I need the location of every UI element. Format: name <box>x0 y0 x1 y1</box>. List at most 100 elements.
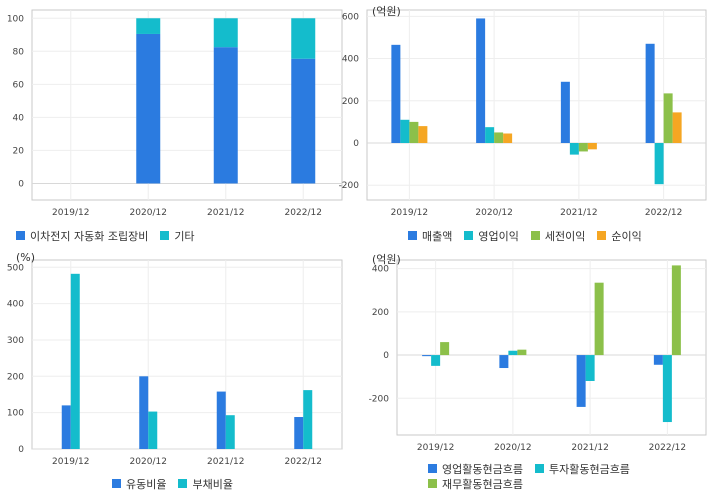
legend-item: 이차전지 자동화 조립장비 <box>16 228 148 243</box>
legend-item: 영업활동현금흐름 <box>428 461 523 476</box>
y-tick-label: 0 <box>18 179 24 189</box>
chart-3: 0 100 200 300 400 500 2019/12 2020/12 2021/12 202… <box>7 259 343 467</box>
y-tick-label: -200 <box>339 181 360 191</box>
y-tick-label: 100 <box>7 14 24 24</box>
legend-item: 영업이익 <box>464 228 519 243</box>
bar <box>587 143 597 150</box>
chart2-legend: 매출액 영업이익 세전이익 순이익 <box>408 228 708 243</box>
legend-swatch <box>534 464 544 473</box>
bar <box>216 391 226 449</box>
x-tick-label: 2022/12 <box>285 208 322 218</box>
y-tick-label: -200 <box>369 394 390 404</box>
bar <box>70 273 80 449</box>
legend-swatch <box>464 231 474 240</box>
legend-swatch <box>16 231 25 240</box>
x-tick-label: 2019/12 <box>52 208 89 218</box>
y-tick-label: 400 <box>7 300 24 310</box>
bar <box>294 417 304 449</box>
legend-item: 세전이익 <box>530 228 585 243</box>
legend-label: 영업이익 <box>478 229 519 243</box>
legend-label: 이차전지 자동화 조립장비 <box>30 229 149 243</box>
x-tick-label: 2022/12 <box>645 208 682 218</box>
y-tick-label: 500 <box>7 263 24 273</box>
bar <box>440 342 450 356</box>
y-tick-label: 100 <box>7 409 24 419</box>
legend-swatch <box>530 231 540 240</box>
bar <box>391 44 401 144</box>
legend-item: 부채비율 <box>178 476 233 491</box>
chart3-legend: 유동비율 부채비율 <box>112 476 352 491</box>
y-tick-label: 200 <box>7 372 24 382</box>
bar <box>213 47 238 184</box>
bar <box>594 282 604 356</box>
legend-swatch <box>160 231 170 240</box>
y-tick-label: 40 <box>13 113 25 123</box>
legend-label: 매출액 <box>422 229 453 243</box>
x-tick-label: 2022/12 <box>285 457 322 467</box>
x-tick-label: 2020/12 <box>130 208 167 218</box>
legend-swatch <box>597 231 607 240</box>
y-tick-label: 400 <box>342 55 359 65</box>
chart-4: -200 0 200 400 2019/12 2020/12 2021/12 2022/12 <box>369 259 707 453</box>
y-tick-label: 200 <box>372 308 389 318</box>
bar <box>136 33 161 184</box>
bar <box>654 143 664 185</box>
y-tick-label: 20 <box>13 146 25 156</box>
y-tick-label: 0 <box>353 139 359 149</box>
bar <box>576 355 586 407</box>
y-tick-label: 0 <box>383 351 389 361</box>
bar <box>213 18 238 48</box>
bar <box>409 121 419 143</box>
bar <box>431 355 441 366</box>
bar <box>291 18 316 59</box>
plot-frame <box>396 259 707 436</box>
chart4-unit-label: (억원) <box>372 253 401 266</box>
plot-frame <box>31 9 343 201</box>
y-tick-label: 60 <box>13 80 25 90</box>
legend-item: 매출액 <box>408 228 452 243</box>
chart-2: -200 0 200 400 600 2019/12 2020/12 2021/12 2022/… <box>339 9 707 218</box>
bar <box>494 132 504 143</box>
x-tick-label: 2021/12 <box>207 457 244 467</box>
legend-swatch <box>428 479 437 488</box>
legend-swatch <box>178 479 188 488</box>
legend-swatch <box>428 464 437 473</box>
bar <box>508 350 518 356</box>
legend-label: 순이익 <box>611 229 642 243</box>
chart-1: 0 20 40 60 80 100 2019/12 2020/12 2021/12 2022/12 <box>7 9 343 218</box>
bar <box>663 93 673 143</box>
bar <box>517 349 527 356</box>
y-tick-label: 600 <box>342 12 359 22</box>
legend-swatch <box>112 479 121 488</box>
legend-label: 투자활동현금흐름 <box>548 462 630 476</box>
legend-item: 투자활동현금흐름 <box>534 461 630 476</box>
x-tick-label: 2021/12 <box>207 208 244 218</box>
legend-swatch <box>408 231 417 240</box>
bar <box>672 112 682 143</box>
x-tick-label: 2021/12 <box>571 443 608 453</box>
x-tick-label: 2019/12 <box>417 443 454 453</box>
bar <box>476 18 486 144</box>
legend-label: 재무활동현금흐름 <box>442 477 523 491</box>
bar <box>485 127 495 143</box>
bar <box>662 355 672 423</box>
legend-label: 유동비율 <box>126 477 167 491</box>
legend-item: 재무활동현금흐름 <box>428 476 523 491</box>
y-tick-label: 300 <box>7 336 24 346</box>
bar <box>569 143 579 155</box>
chart1-legend: 이차전지 자동화 조립장비 기타 <box>16 228 356 243</box>
legend-label: 부채비율 <box>192 477 233 491</box>
legend-item: 기타 <box>160 228 195 243</box>
x-tick-label: 2019/12 <box>391 208 428 218</box>
bar <box>503 133 513 143</box>
bar <box>225 415 235 449</box>
x-tick-label: 2020/12 <box>130 457 167 467</box>
legend-label: 기타 <box>174 229 195 243</box>
y-tick-label: 80 <box>13 47 25 57</box>
x-tick-label: 2022/12 <box>649 443 686 453</box>
bar <box>499 355 509 369</box>
bar <box>585 355 595 381</box>
bar <box>671 265 681 356</box>
